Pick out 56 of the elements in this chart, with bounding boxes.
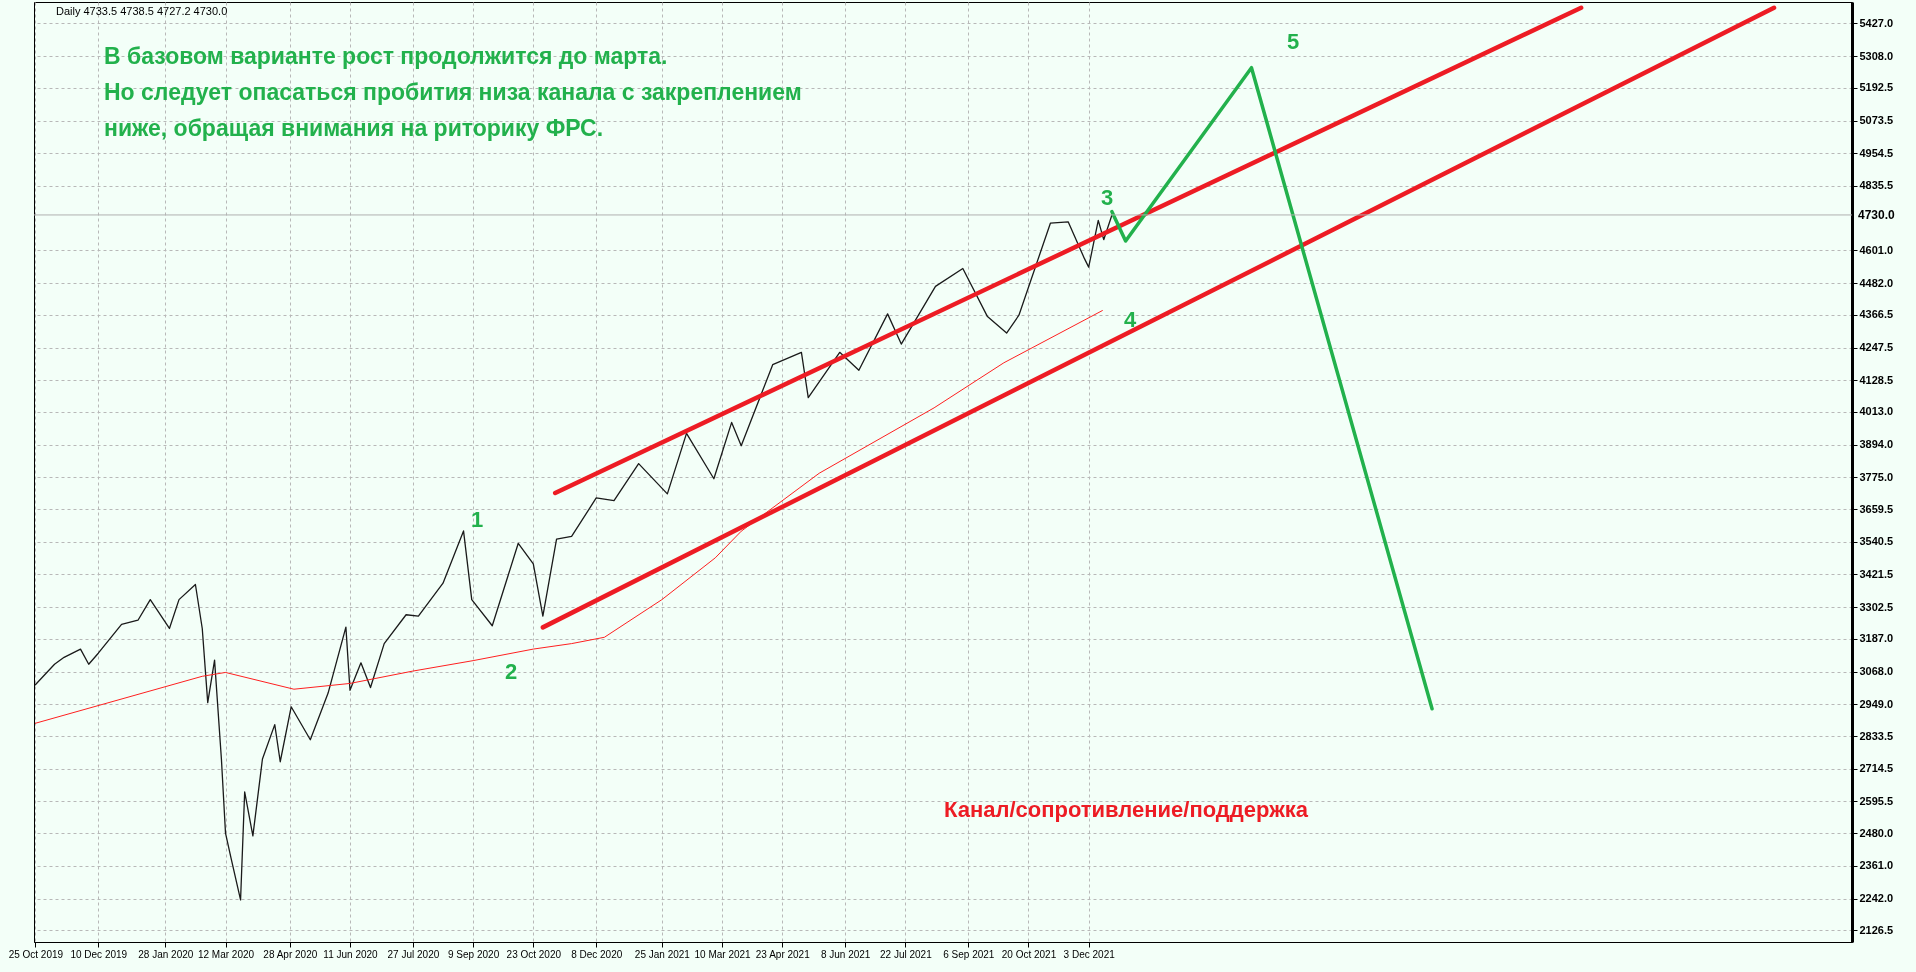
x-tick-label: 11 Jun 2020 xyxy=(323,948,379,960)
annotation: Канал/сопротивление/поддержка xyxy=(943,797,1309,822)
x-tick-label: 9 Sep 2020 xyxy=(448,948,500,960)
y-tick-label: 5308.0 xyxy=(1859,49,1894,62)
x-tick-label: 20 Oct 2021 xyxy=(1001,948,1057,960)
y-tick-label: 4601.0 xyxy=(1859,243,1894,256)
x-tick-label: 22 Jul 2021 xyxy=(880,948,933,960)
y-tick-label: 3068.0 xyxy=(1859,665,1894,678)
y-tick-label: 4366.5 xyxy=(1859,308,1894,321)
y-tick-label: 2126.5 xyxy=(1859,923,1894,936)
y-tick-label: 4247.5 xyxy=(1859,341,1894,354)
x-tick-label: 25 Jan 2021 xyxy=(634,948,691,960)
y-tick-label: 4482.0 xyxy=(1859,276,1894,289)
text: В базовом варианте рост продолжится до марта. Но следует опасаться пробития низа канала с закреплением ниже, обращая внимания на риторику ФРС. xyxy=(104,43,802,141)
annotation: 4 xyxy=(1123,307,1137,332)
y-tick-label: 4835.5 xyxy=(1859,179,1894,192)
y-tick-label: 3540.5 xyxy=(1859,535,1894,548)
y-tick-label: 2480.0 xyxy=(1859,826,1894,839)
y-tick-label: 5427.0 xyxy=(1859,16,1894,29)
x-tick-label: 25 Oct 2019 xyxy=(8,948,64,960)
line-series xyxy=(34,310,1103,724)
y-tick-label: 2242.0 xyxy=(1859,892,1894,905)
x-tick-label: 28 Apr 2020 xyxy=(263,948,318,960)
x-tick-label: 3 Dec 2021 xyxy=(1063,948,1116,960)
x-tick-label: 6 Sep 2021 xyxy=(943,948,995,960)
annotation: 2 xyxy=(504,659,518,684)
annotation: 1 xyxy=(470,507,484,532)
annotation: 5 xyxy=(1286,29,1300,54)
x-tick-label: 28 Jan 2020 xyxy=(138,948,194,960)
x-tick-label: 8 Dec 2020 xyxy=(571,948,623,960)
y-tick-label: 3894.0 xyxy=(1859,438,1894,451)
ref-line-label: 4730.0 xyxy=(1858,207,1896,222)
y-tick-label: 3302.5 xyxy=(1859,600,1894,613)
y-tick-label: 3775.0 xyxy=(1859,470,1894,483)
x-tick-label: 12 Mar 2020 xyxy=(197,948,255,960)
y-tick-label: 4954.5 xyxy=(1859,146,1894,159)
y-tick-label: 2361.0 xyxy=(1859,859,1894,872)
x-tick-label: 8 Jun 2021 xyxy=(820,948,871,960)
x-tick-label: 23 Oct 2020 xyxy=(506,948,562,960)
x-tick-label: 27 Jul 2020 xyxy=(387,948,440,960)
y-tick-label: 3187.0 xyxy=(1859,632,1894,645)
x-tick-label: 23 Apr 2021 xyxy=(755,948,811,960)
y-tick-label: 4013.0 xyxy=(1859,405,1894,418)
y-tick-label: 3659.5 xyxy=(1859,502,1894,515)
y-tick-label: 5192.5 xyxy=(1859,81,1894,94)
annotation: 3 xyxy=(1100,185,1114,210)
chart-title: Daily 4733.5 4738.5 4727.2 4730.0 xyxy=(56,5,228,17)
y-tick-label: 2949.0 xyxy=(1859,697,1894,710)
y-tick-label: 2595.5 xyxy=(1859,794,1894,807)
y-tick-label: 3421.5 xyxy=(1859,567,1894,580)
y-tick-label: 5073.5 xyxy=(1859,114,1894,127)
x-tick-label: 10 Mar 2021 xyxy=(694,948,752,960)
y-tick-label: 2714.5 xyxy=(1859,762,1894,775)
x-tick-label: 10 Dec 2019 xyxy=(70,948,128,960)
y-tick-label: 4128.5 xyxy=(1859,373,1894,386)
y-tick-label: 2833.5 xyxy=(1859,729,1894,742)
